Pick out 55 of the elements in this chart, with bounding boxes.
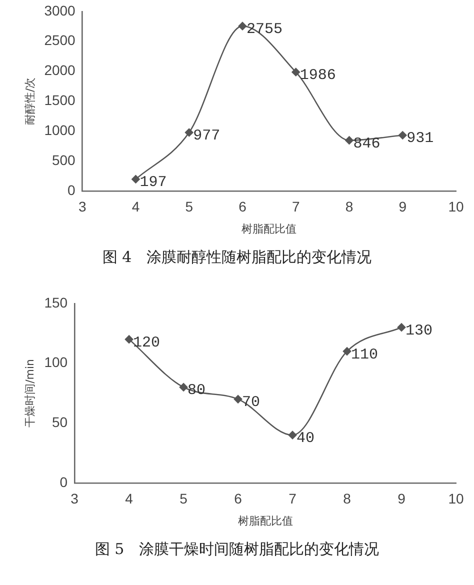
point xyxy=(124,335,134,344)
point xyxy=(234,395,242,404)
data-label: 977 xyxy=(193,127,220,144)
data-label: 70 xyxy=(242,394,260,412)
x-axis-title: 树脂配比值 xyxy=(242,222,297,236)
data-label: 846 xyxy=(353,135,380,152)
y-axis-title: 干燥时间/min xyxy=(23,358,36,428)
y-tick-label: 1000 xyxy=(44,122,76,138)
data-label: 130 xyxy=(406,322,433,340)
data-label: 931 xyxy=(406,130,434,148)
y-axis-title: 耐醇性/次 xyxy=(23,77,36,126)
y-tick-label: 50 xyxy=(52,414,68,430)
point xyxy=(342,347,352,356)
data-label: 197 xyxy=(140,174,167,192)
y-tick-label: 2000 xyxy=(44,62,76,78)
y-tick-label: 3000 xyxy=(44,2,76,18)
y-tick-label: 1500 xyxy=(44,92,76,108)
x-tick-label: 8 xyxy=(345,198,354,214)
caption: 图 5 涂膜干燥时间随树脂配比的变化情况 xyxy=(94,540,380,559)
x-tick-label: 9 xyxy=(398,198,407,214)
point xyxy=(397,323,406,332)
point xyxy=(345,136,354,145)
x-tick-label: 10 xyxy=(448,490,464,506)
point xyxy=(238,22,247,30)
x-tick-label: 5 xyxy=(185,198,194,214)
point xyxy=(132,175,140,184)
x-tick-label: 4 xyxy=(132,198,140,214)
point xyxy=(184,128,194,137)
x-tick-label: 9 xyxy=(398,490,406,506)
x-tick-label: 7 xyxy=(292,198,300,214)
x-tick-label: 5 xyxy=(180,490,188,506)
x-tick-label: 3 xyxy=(78,198,86,214)
data-label: 110 xyxy=(351,346,378,364)
x-tick-label: 4 xyxy=(125,490,134,506)
data-label: 120 xyxy=(133,334,160,352)
point xyxy=(292,68,300,76)
point xyxy=(179,383,188,392)
y-tick-label: 2500 xyxy=(44,32,76,48)
data-label: 1986 xyxy=(300,67,336,84)
x-tick-label: 8 xyxy=(343,490,352,506)
x-tick-label: 6 xyxy=(234,490,242,506)
y-tick-label: 0 xyxy=(60,474,68,490)
point xyxy=(288,430,297,440)
x-tick-label: 7 xyxy=(288,490,297,506)
x-tick-label: 6 xyxy=(238,198,247,214)
y-tick-label: 0 xyxy=(68,182,76,198)
x-tick-label: 3 xyxy=(70,490,79,506)
y-tick-label: 100 xyxy=(44,354,68,370)
y-tick-label: 150 xyxy=(44,294,68,310)
x-tick-label: 10 xyxy=(448,198,464,214)
point xyxy=(398,131,407,140)
y-tick-label: 500 xyxy=(52,152,76,168)
caption: 图 4 涂膜耐醇性随树脂配比的变化情况 xyxy=(101,248,373,267)
data-label: 40 xyxy=(296,430,315,448)
x-axis-title: 树脂配比值 xyxy=(238,514,293,528)
